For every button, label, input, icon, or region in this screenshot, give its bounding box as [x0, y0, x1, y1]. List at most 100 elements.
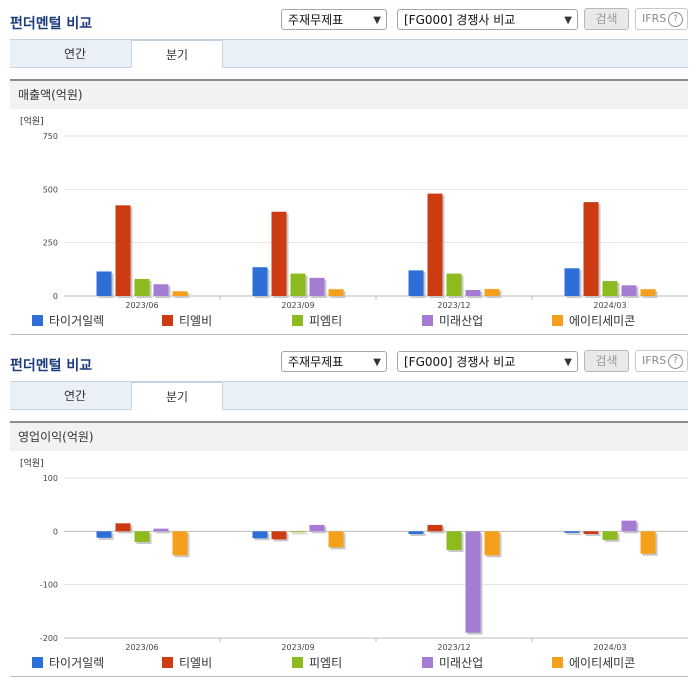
statement-type-select[interactable]: 주재무제표 ▼ [281, 351, 387, 372]
tab-annual[interactable]: 연간 [63, 47, 87, 61]
bar-3-2 [465, 290, 481, 296]
y-tick-label: -100 [40, 581, 58, 590]
y-tick-label: 100 [43, 474, 58, 483]
divider [10, 676, 688, 677]
bar-3-0 [153, 528, 169, 532]
x-tick-label: 2023/12 [437, 301, 470, 310]
x-tick-label: 2024/03 [593, 643, 626, 652]
legend-label: 미래산업 [439, 656, 484, 670]
fundamental-panel-revenue: 펀더멘털 비교 주재무제표 ▼ [FG000] 경쟁사 비교 ▼ 검색 IFRS… [10, 8, 688, 335]
question-circle-icon: ? [668, 354, 683, 369]
bar-4-3 [640, 531, 656, 554]
legend-label: 타이거일렉 [49, 656, 105, 670]
bar-0-0 [96, 531, 112, 538]
chevron-down-icon: ▼ [373, 15, 381, 26]
legend-swatch [552, 315, 563, 326]
legend-label: 피엠티 [309, 314, 343, 328]
legend-swatch [292, 657, 303, 668]
question-circle-icon: ? [668, 12, 683, 27]
panel-title: 펀더멘털 비교 [10, 358, 93, 374]
bar-2-1 [290, 273, 306, 296]
tab-quarterly[interactable]: 분기 [131, 40, 223, 68]
legend-swatch [162, 657, 173, 668]
bar-4-1 [328, 289, 344, 296]
peer-group-select[interactable]: [FG000] 경쟁사 비교 ▼ [397, 351, 578, 372]
divider [10, 334, 688, 335]
operating-income-bar-chart: [억원] -200 -100 0 100 2023/06 2023/09 2023/12 202… [20, 457, 688, 652]
bar-1-2 [427, 193, 443, 296]
panel-title: 펀더멘털 비교 [10, 16, 93, 32]
chevron-down-icon: ▼ [564, 15, 572, 26]
ifrs-label: IFRS [642, 354, 667, 367]
statement-type-value: 주재무제표 [288, 13, 344, 27]
bar-2-3 [602, 531, 618, 540]
search-button[interactable]: 검색 [584, 350, 629, 372]
bar-1-1 [271, 211, 287, 296]
x-tick-label: 2023/12 [437, 643, 470, 652]
x-tick-label: 2023/06 [125, 643, 158, 652]
tab-quarterly[interactable]: 분기 [131, 382, 223, 410]
section-header-revenue: 매출액(억원) [10, 79, 688, 109]
bar-2-0 [134, 278, 150, 296]
chart-legend: 타이거일렉 티엘비 피엠티 미래산업 에이티세미콘 [32, 655, 672, 671]
bar-3-0 [153, 284, 169, 296]
chart-legend: 타이거일렉 티엘비 피엠티 미래산업 에이티세미콘 [32, 313, 672, 329]
statement-type-value: 주재무제표 [288, 355, 344, 369]
ifrs-help-button[interactable]: IFRS ? [635, 8, 688, 30]
bar-0-2 [408, 531, 424, 534]
chevron-down-icon: ▼ [373, 357, 381, 368]
bar-shadow [155, 530, 171, 534]
bar-1-0 [115, 523, 131, 532]
y-tick-label: -200 [40, 634, 58, 643]
bar-shadow [292, 533, 308, 535]
bar-3-3 [621, 285, 637, 296]
y-tick-label: 0 [53, 292, 58, 301]
legend-swatch [162, 315, 173, 326]
x-tick-label: 2023/09 [281, 301, 314, 310]
ifrs-label: IFRS [642, 12, 667, 25]
ifrs-help-button[interactable]: IFRS ? [635, 350, 688, 372]
bar-2-0 [134, 531, 150, 542]
statement-type-select[interactable]: 주재무제표 ▼ [281, 9, 387, 30]
x-tick-label: 2024/03 [593, 301, 626, 310]
bar-shadow [585, 533, 601, 536]
bar-2-2 [446, 273, 462, 296]
tab-annual[interactable]: 연간 [63, 389, 87, 403]
peer-group-value: [FG000] 경쟁사 비교 [404, 13, 516, 27]
bar-1-3 [583, 531, 599, 534]
y-tick-label: 500 [43, 185, 58, 194]
legend-swatch [552, 657, 563, 668]
legend-swatch [292, 315, 303, 326]
chevron-down-icon: ▼ [564, 357, 572, 368]
bar-3-1 [309, 277, 325, 296]
search-button[interactable]: 검색 [584, 8, 629, 30]
bar-4-2 [484, 531, 500, 556]
bar-0-1 [252, 267, 268, 296]
bar-0-0 [96, 271, 112, 296]
legend-label: 피엠티 [309, 656, 343, 670]
x-tick-label: 2023/06 [125, 301, 158, 310]
legend-label: 에이티세미콘 [569, 314, 636, 328]
peer-group-select[interactable]: [FG000] 경쟁사 비교 ▼ [397, 9, 578, 30]
legend-swatch [422, 657, 433, 668]
legend-label: 티엘비 [179, 656, 213, 670]
legend-label: 에이티세미콘 [569, 656, 636, 670]
y-tick-label: 250 [43, 239, 58, 248]
peer-group-value: [FG000] 경쟁사 비교 [404, 355, 516, 369]
legend-swatch [32, 657, 43, 668]
period-tabs: 연간 분기 [10, 381, 688, 410]
period-tabs: 연간 분기 [10, 39, 688, 68]
bar-4-0 [172, 291, 188, 296]
bar-3-2 [465, 531, 481, 633]
x-tick-label: 2023/09 [281, 643, 314, 652]
bar-shadow [566, 533, 582, 535]
bar-shadow [410, 533, 426, 536]
legend-label: 타이거일렉 [49, 314, 105, 328]
section-header-operating-income: 영업이익(억원) [10, 421, 688, 451]
bar-0-3 [564, 268, 580, 296]
bar-2-2 [446, 531, 462, 550]
legend-label: 미래산업 [439, 314, 484, 328]
bar-2-3 [602, 281, 618, 296]
bar-0-3 [564, 531, 580, 533]
bar-4-2 [484, 288, 500, 296]
